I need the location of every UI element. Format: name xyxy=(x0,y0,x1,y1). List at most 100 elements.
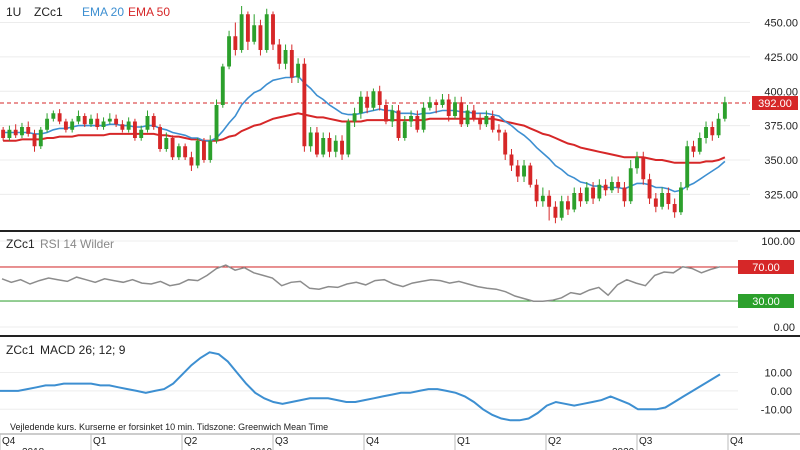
candle-body xyxy=(89,118,93,125)
quarter-tick-label: Q4 xyxy=(2,436,16,447)
candle xyxy=(722,96,727,122)
candle-body xyxy=(314,132,319,155)
quarter-tick-label: Q2 xyxy=(184,436,198,447)
ema20-legend[interactable]: EMA 20 xyxy=(82,5,124,19)
macd-symbol-label[interactable]: ZCc1 xyxy=(6,343,35,357)
candle xyxy=(522,160,526,182)
candle-body xyxy=(302,63,307,147)
candle xyxy=(189,151,194,171)
candle-body xyxy=(484,116,489,125)
candle-body xyxy=(666,193,671,204)
candle-body xyxy=(352,113,357,122)
candle-body xyxy=(70,121,75,130)
macd-series xyxy=(0,351,721,422)
rsi-upper-label: 70.00 xyxy=(752,262,780,274)
candle xyxy=(421,102,426,133)
macd-title[interactable]: MACD 26; 12; 9 xyxy=(40,343,126,357)
rsi-lower-label: 30.00 xyxy=(752,296,780,308)
candle xyxy=(377,85,382,111)
candle xyxy=(384,99,388,125)
candle-body xyxy=(126,121,131,130)
candle-body xyxy=(258,25,263,50)
candle xyxy=(503,129,508,160)
candle-body xyxy=(697,138,702,152)
candle xyxy=(653,193,658,213)
symbol-label[interactable]: ZCc1 xyxy=(34,5,63,19)
rsi-symbol-label[interactable]: ZCc1 xyxy=(6,237,35,251)
macd-tick-label: 0.00 xyxy=(771,386,792,398)
candle-body xyxy=(377,91,382,105)
quarter-tick-label: Q1 xyxy=(457,436,471,447)
candle-body xyxy=(358,96,363,114)
candle-body xyxy=(515,165,520,177)
candle xyxy=(38,127,43,149)
candle-body xyxy=(340,140,344,155)
candle-body xyxy=(616,182,621,188)
candle-body xyxy=(685,146,690,188)
price-tick-label: 350.00 xyxy=(764,155,798,167)
candle xyxy=(264,8,269,53)
candle-body xyxy=(51,113,56,119)
candle-body xyxy=(20,127,24,136)
candle-body xyxy=(371,91,376,108)
candle-body xyxy=(440,99,445,105)
price-axis: 450.00 425.00 400.00 375.00 350.00 325.00 xyxy=(764,18,798,202)
candle-body xyxy=(13,129,18,136)
candle xyxy=(591,182,596,204)
period-label[interactable]: 1U xyxy=(6,5,21,19)
candle xyxy=(434,99,439,114)
candle-body xyxy=(333,140,338,152)
candle xyxy=(271,11,275,50)
candle xyxy=(245,11,250,50)
candle-body xyxy=(553,206,558,218)
candle-body xyxy=(32,133,37,147)
candle xyxy=(616,176,621,193)
candle-body xyxy=(409,116,414,122)
candle-body xyxy=(384,105,388,122)
candle-body xyxy=(459,102,464,125)
candle xyxy=(346,118,351,158)
candle-body xyxy=(434,102,439,105)
candle xyxy=(597,179,602,202)
candle xyxy=(559,195,564,221)
price-tick-label: 375.00 xyxy=(764,121,798,133)
candle xyxy=(496,124,501,141)
candle xyxy=(540,187,545,207)
candle xyxy=(453,96,457,119)
rsi-title[interactable]: RSI 14 Wilder xyxy=(40,237,114,251)
year-tick-label: 2019 xyxy=(250,447,273,450)
ema50-legend[interactable]: EMA 50 xyxy=(128,5,170,19)
candle xyxy=(327,132,332,158)
price-tick-label: 325.00 xyxy=(764,189,798,201)
candle xyxy=(296,58,301,83)
rsi-tick-label: 100.00 xyxy=(761,236,795,248)
candle-body xyxy=(503,132,508,155)
candle xyxy=(415,110,420,133)
candle-body xyxy=(566,201,570,210)
candle xyxy=(534,179,539,207)
rsi-series xyxy=(1,264,721,302)
candle xyxy=(70,118,75,133)
candle xyxy=(227,30,232,70)
candle xyxy=(471,105,476,122)
candle xyxy=(57,109,62,125)
candle xyxy=(716,113,721,138)
candle-body xyxy=(427,102,432,108)
candle xyxy=(352,107,357,127)
candle-body xyxy=(402,121,407,138)
candle xyxy=(509,149,514,171)
candle-body xyxy=(327,138,332,152)
candle-body xyxy=(38,129,43,147)
candle-body xyxy=(635,157,639,169)
candle-body xyxy=(534,184,539,202)
candle-body xyxy=(716,118,721,136)
candle xyxy=(396,105,401,141)
candle xyxy=(26,121,31,137)
candle xyxy=(365,91,370,114)
candle-body xyxy=(390,110,395,122)
year-tick-label: 2018 xyxy=(22,447,45,450)
candle xyxy=(13,124,18,138)
rsi-tick-label: 0.00 xyxy=(774,322,795,334)
candle xyxy=(333,135,338,158)
candle xyxy=(603,179,608,196)
